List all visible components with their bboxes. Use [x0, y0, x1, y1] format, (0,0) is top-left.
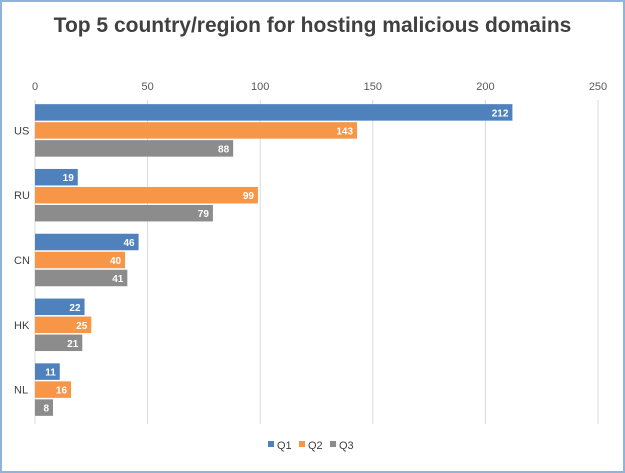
data-label: 79	[198, 209, 210, 220]
legend-label: Q1	[277, 440, 292, 452]
data-label: 212	[492, 108, 509, 119]
legend-label: Q2	[308, 440, 323, 452]
legend-swatch	[330, 441, 336, 447]
data-label: 21	[67, 339, 79, 350]
bar	[35, 104, 513, 121]
x-tick-label: 150	[364, 81, 382, 93]
bar	[35, 122, 358, 139]
bar	[35, 381, 72, 398]
data-label: 22	[69, 303, 81, 314]
category-label: NL	[14, 385, 28, 397]
category-label: RU	[14, 190, 30, 202]
bar	[35, 251, 126, 269]
legend-label: Q3	[339, 440, 354, 452]
bar	[35, 186, 258, 204]
bar	[35, 269, 128, 287]
category-label: CN	[14, 255, 30, 267]
x-tick-label: 0	[32, 81, 38, 93]
data-label: 143	[336, 126, 353, 137]
data-label: 40	[110, 256, 122, 267]
x-tick-label: 200	[476, 81, 494, 93]
data-label: 25	[76, 321, 88, 332]
bar	[35, 298, 85, 316]
bar	[35, 233, 139, 251]
x-tick-label: 250	[589, 81, 607, 93]
data-label: 16	[56, 386, 68, 397]
category-label: US	[14, 125, 29, 137]
data-label: 19	[63, 173, 75, 184]
bar	[35, 363, 60, 380]
x-tick-label: 50	[141, 81, 153, 93]
x-tick-label: 100	[251, 81, 269, 93]
bar	[35, 316, 92, 334]
data-label: 46	[123, 238, 135, 249]
data-label: 41	[112, 274, 124, 285]
category-label: HK	[14, 320, 30, 332]
bar	[35, 204, 213, 222]
data-label: 8	[43, 404, 49, 415]
bar	[35, 168, 78, 186]
chart-title: Top 5 country/region for hosting malicio…	[53, 14, 572, 37]
bar	[35, 140, 234, 157]
legend-swatch	[268, 441, 274, 447]
data-label: 11	[45, 368, 56, 379]
bar	[35, 334, 83, 352]
data-label: 99	[243, 191, 255, 202]
legend-swatch	[299, 441, 305, 447]
data-label: 88	[218, 144, 230, 155]
bar	[35, 399, 54, 416]
